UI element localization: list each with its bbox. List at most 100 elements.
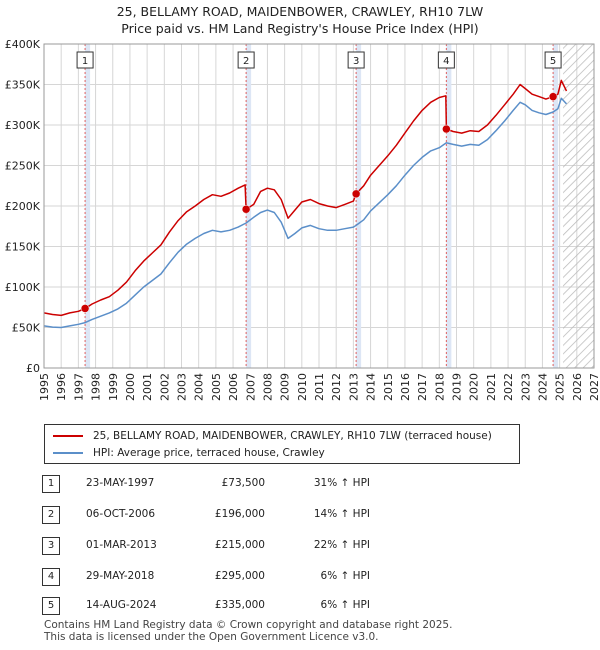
sale-number-box (237, 51, 255, 69)
x-tick-label: 2010 (296, 373, 309, 401)
sale-price: £295,000 (214, 570, 265, 582)
x-tick-label: 2003 (176, 373, 189, 401)
footer-attribution: Contains HM Land Registry data © Crown c… (44, 619, 452, 643)
x-tick-label: 2015 (382, 373, 395, 401)
x-tick-label: 2009 (279, 373, 292, 401)
sale-date: 23-MAY-1997 (86, 477, 155, 489)
x-tick-label: 1995 (38, 373, 51, 401)
grid (43, 43, 595, 369)
sale-point (241, 204, 251, 214)
sale-hpi-change: 22% ↑ HPI (313, 539, 370, 551)
series-line-hpi (43, 97, 568, 329)
sale-date: 14-AUG-2024 (86, 599, 157, 611)
sale-row: 1 23-MAY-1997 £73,500 31% ↑ HPI (0, 475, 600, 495)
price-chart: 1 2 3 4 5 £0 £50K £100K £150K £200K £250K £300K £35… (5, 38, 600, 401)
sale-band (553, 44, 559, 368)
y-axis-labels: £0 £50K £100K £150K £200K £250K £300K £350K £400… (5, 38, 41, 375)
sale-point (548, 92, 558, 101)
sale-number-label: 2 (243, 56, 249, 67)
sale-hpi-change: 14% ↑ HPI (313, 508, 370, 520)
sale-markers: 1 2 3 4 5 (76, 51, 562, 313)
series-line-property (43, 79, 568, 317)
x-tick-label: 1997 (72, 373, 85, 401)
x-tick-label: 2008 (261, 373, 274, 401)
sale-price: £196,000 (214, 508, 265, 520)
x-tick-label: 2006 (227, 373, 240, 401)
y-tick-label: £100K (5, 281, 41, 294)
x-tick-label: 2018 (433, 373, 446, 401)
x-tick-label: 2004 (193, 373, 206, 401)
x-tick-label: 2027 (588, 373, 600, 401)
x-tick-label: 2020 (468, 373, 481, 401)
chart-title: 25, BELLAMY ROAD, MAIDENBOWER, CRAWLEY, … (116, 4, 484, 19)
x-tick-label: 2012 (330, 373, 343, 401)
x-tick-label: 2011 (313, 373, 326, 401)
sale-hpi-change: 31% ↑ HPI (313, 477, 370, 489)
x-tick-label: 2014 (365, 373, 378, 401)
sale-row: 2 06-OCT-2006 £196,000 14% ↑ HPI (0, 506, 600, 526)
sale-band (85, 44, 91, 368)
sale-number-badge: 5 (42, 597, 60, 615)
y-tick-label: £300K (5, 119, 41, 132)
plot-frame (43, 43, 595, 369)
x-tick-label: 2023 (519, 373, 532, 401)
sale-number-badge: 1 (42, 475, 60, 493)
x-tick-label: 2016 (399, 373, 412, 401)
sale-number-label: 1 (82, 56, 88, 67)
sale-number-box (347, 51, 365, 69)
y-tick-label: £150K (5, 241, 41, 254)
x-tick-label: 2002 (158, 373, 171, 401)
sale-number-box (437, 51, 455, 69)
legend-item-hpi: HPI: Average price, terraced house, Craw… (53, 445, 325, 461)
y-tick-label: £400K (5, 38, 41, 51)
x-tick-label: 2021 (485, 373, 498, 401)
sale-date: 06-OCT-2006 (86, 508, 155, 520)
legend-label-hpi: HPI: Average price, terraced house, Craw… (93, 447, 325, 459)
x-tick-label: 2026 (571, 373, 584, 401)
plot-border (43, 43, 595, 369)
legend-label-property: 25, BELLAMY ROAD, MAIDENBOWER, CRAWLEY, … (93, 430, 492, 442)
x-tick-label: 2019 (451, 373, 464, 401)
x-axis-labels: 1995 1996 1997 1998 1999 2000 2001 2002 2003 2004… (38, 373, 600, 401)
sale-band (356, 44, 362, 368)
sale-number-label: 4 (443, 56, 449, 67)
sale-band (446, 44, 452, 368)
sale-row: 5 14-AUG-2024 £335,000 6% ↑ HPI (0, 597, 600, 617)
sale-price: £73,500 (221, 477, 265, 489)
sale-row: 3 01-MAR-2013 £215,000 22% ↑ HPI (0, 537, 600, 557)
sale-number-label: 3 (353, 56, 359, 67)
sale-number-badge: 4 (42, 568, 60, 586)
sale-number-box (544, 51, 562, 69)
legend-swatch-property (53, 435, 83, 437)
sale-hpi-change: 6% ↑ HPI (320, 570, 370, 582)
x-tick-label: 2017 (416, 373, 429, 401)
sale-number-badge: 3 (42, 537, 60, 555)
x-tick-label: 1999 (107, 373, 120, 401)
y-tick-label: £50K (12, 322, 41, 335)
x-tick-label: 1998 (90, 373, 103, 401)
chart-title-block: 25, BELLAMY ROAD, MAIDENBOWER, CRAWLEY, … (0, 3, 600, 37)
x-tick-label: 2025 (554, 373, 567, 401)
sale-price: £335,000 (214, 599, 265, 611)
chart-subtitle: Price paid vs. HM Land Registry's House … (121, 21, 479, 36)
y-tick-label: £0 (26, 362, 40, 375)
sale-point (351, 189, 361, 199)
x-tick-label: 1996 (55, 373, 68, 401)
sale-date: 01-MAR-2013 (86, 539, 157, 551)
sale-price: £215,000 (214, 539, 265, 551)
x-tick-label: 2013 (347, 373, 360, 401)
y-tick-label: £250K (5, 160, 41, 173)
sale-point (442, 124, 451, 134)
sale-number-badge: 2 (42, 506, 60, 524)
projection-region (563, 44, 594, 368)
sale-number-label: 5 (550, 56, 556, 67)
x-tick-label: 2024 (536, 373, 549, 401)
footer-line-copyright: Contains HM Land Registry data © Crown c… (44, 619, 453, 631)
sale-number-box (76, 51, 94, 69)
x-tick-label: 2022 (502, 373, 515, 401)
projection-hatch (563, 44, 594, 368)
x-tick-label: 2001 (141, 373, 154, 401)
series-lines (43, 79, 568, 329)
footer-line-licence: This data is licensed under the Open Gov… (44, 631, 379, 643)
legend: 25, BELLAMY ROAD, MAIDENBOWER, CRAWLEY, … (44, 424, 520, 464)
